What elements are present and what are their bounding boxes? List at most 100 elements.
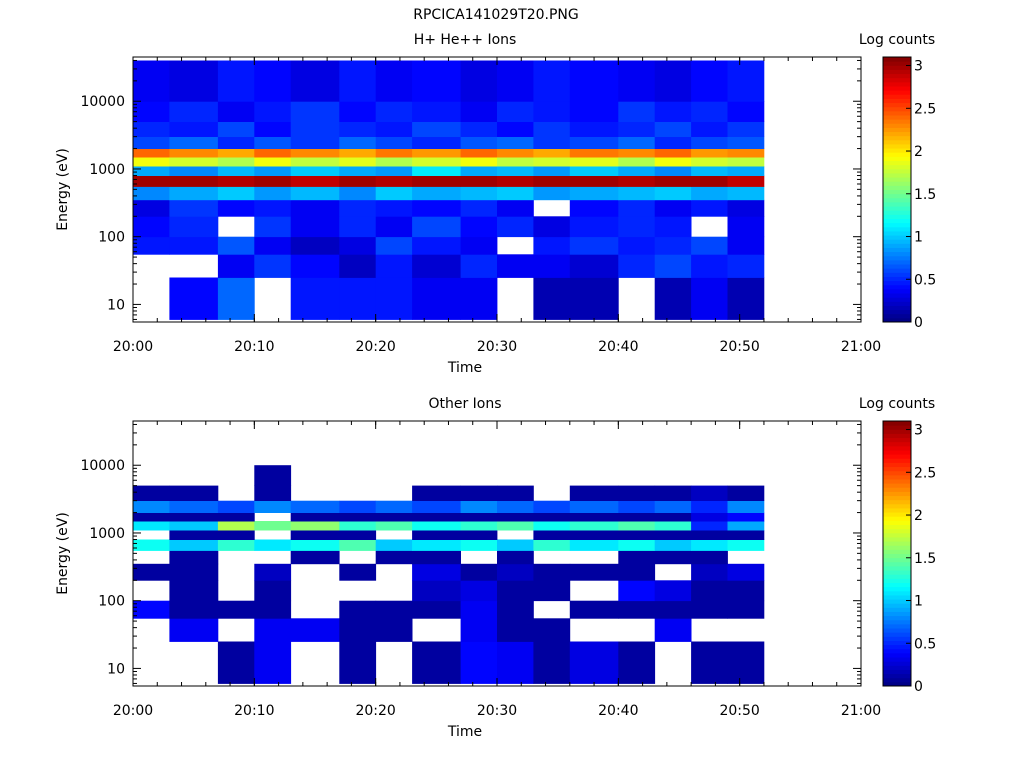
colorbar-swatch xyxy=(883,85,911,91)
colorbar-frame xyxy=(882,420,912,687)
heatmap-cell xyxy=(254,166,292,176)
heatmap-cell xyxy=(497,500,534,513)
heatmap-cell xyxy=(533,175,571,187)
heatmap-cell xyxy=(497,512,534,522)
heatmap-cell xyxy=(375,277,413,320)
heatmap-cell xyxy=(217,121,255,137)
colorbar-swatch xyxy=(883,549,911,554)
heatmap-cell xyxy=(569,641,619,684)
heatmap-cell xyxy=(460,136,498,149)
heatmap-cell xyxy=(691,485,728,501)
y-tick-label: 10000 xyxy=(80,458,125,474)
colorbar-swatch xyxy=(883,681,911,687)
heatmap-cell xyxy=(618,216,656,238)
colorbar-swatch xyxy=(883,491,911,497)
heatmap-cell xyxy=(654,216,692,238)
heatmap-cell xyxy=(460,166,498,176)
heatmap-cell xyxy=(133,199,170,217)
colorbar-swatch xyxy=(883,661,911,666)
colorbar-tick-label: 3 xyxy=(914,423,923,439)
heatmap-cell xyxy=(654,618,692,642)
heatmap-cell xyxy=(217,530,255,540)
heatmap-cell xyxy=(254,101,292,122)
heatmap-cell xyxy=(691,157,728,167)
heatmap-cell xyxy=(533,563,571,581)
colorbar-swatch xyxy=(883,123,911,128)
heatmap-cell xyxy=(460,580,498,602)
heatmap-cell xyxy=(217,175,255,187)
colorbar-swatch xyxy=(883,127,911,133)
heatmap-cell xyxy=(569,121,619,137)
heatmap-cell xyxy=(169,512,219,522)
heatmap-cell xyxy=(533,236,571,255)
heatmap-cell xyxy=(569,512,619,522)
heatmap-cell xyxy=(412,148,461,158)
heatmap-cell xyxy=(375,550,413,565)
heatmap-cell xyxy=(217,641,255,684)
heatmap-cell xyxy=(497,216,534,238)
heatmap-cell xyxy=(169,60,219,102)
colorbar-swatch xyxy=(883,313,911,319)
heatmap-cell xyxy=(412,580,461,602)
heatmap-cell xyxy=(727,512,765,522)
colorbar-swatch xyxy=(883,541,911,546)
heatmap-cell xyxy=(375,60,413,102)
heatmap-cell xyxy=(618,530,656,540)
heatmap-cell xyxy=(533,136,571,149)
heatmap-cell xyxy=(169,500,219,513)
heatmap-cell xyxy=(497,199,534,217)
heatmap-cell xyxy=(497,563,534,581)
heatmap-cell xyxy=(290,101,340,122)
heatmap-cell xyxy=(133,236,170,255)
heatmap-cell xyxy=(618,175,656,187)
heatmap-cell xyxy=(254,580,292,602)
heatmap-cell xyxy=(460,500,498,513)
heatmap-cell xyxy=(169,186,219,201)
x-tick-label: 20:40 xyxy=(598,339,638,355)
heatmap-cell xyxy=(339,186,377,201)
heatmap-cell xyxy=(133,512,170,522)
heatmap-cell xyxy=(727,157,765,167)
heatmap-cell xyxy=(618,121,656,137)
colorbar-swatch xyxy=(883,247,911,253)
heatmap-cell xyxy=(691,641,728,684)
heatmap-cell xyxy=(497,618,534,642)
y-tick-label: 10000 xyxy=(80,94,125,110)
heatmap-cell xyxy=(290,157,340,167)
x-tick-label: 20:00 xyxy=(113,703,153,719)
colorbar-swatch xyxy=(883,201,911,207)
colorbar-swatch xyxy=(883,462,911,468)
heatmap-cell xyxy=(691,563,728,581)
heatmap-cell xyxy=(618,512,656,522)
heatmap-cell xyxy=(533,166,571,176)
heatmap-cell xyxy=(169,539,219,551)
colorbar-swatch xyxy=(883,532,911,538)
heatmap-cell xyxy=(169,175,219,187)
heatmap-cell xyxy=(460,254,498,278)
heatmap-cell xyxy=(254,600,292,619)
heatmap-cell xyxy=(217,199,255,217)
heatmap-cell xyxy=(290,175,340,187)
heatmap-cell xyxy=(254,618,292,642)
colorbar-swatch xyxy=(883,458,911,463)
colorbar-swatch xyxy=(883,301,911,306)
heatmap-cell xyxy=(569,157,619,167)
colorbar-tick-label: 0.5 xyxy=(914,272,936,288)
heatmap-cell xyxy=(460,186,498,201)
heatmap-cell xyxy=(254,254,292,278)
heatmap-cell xyxy=(133,485,170,501)
colorbar-swatch xyxy=(883,648,911,654)
x-tick-label: 20:40 xyxy=(598,703,638,719)
colorbar-swatch xyxy=(883,487,911,492)
colorbar-swatch xyxy=(883,445,911,451)
colorbar-swatch xyxy=(883,206,911,211)
colorbar-swatch xyxy=(883,425,911,430)
heatmap-cell xyxy=(654,521,692,531)
heatmap-cell xyxy=(691,166,728,176)
heatmap-cell xyxy=(654,254,692,278)
heatmap-cell xyxy=(533,539,571,551)
heatmap-cell xyxy=(290,60,340,102)
heatmap-cell xyxy=(618,580,656,602)
colorbar-swatch xyxy=(883,582,911,588)
heatmap-cell xyxy=(727,216,765,238)
